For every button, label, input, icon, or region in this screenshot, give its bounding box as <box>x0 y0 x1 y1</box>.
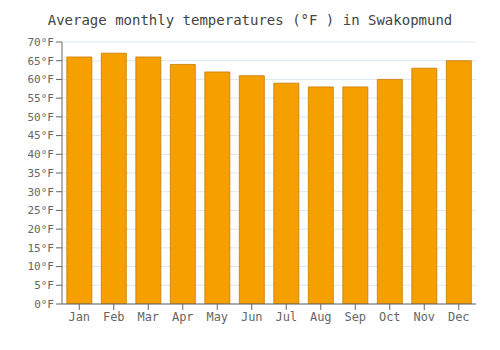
svg-text:Nov: Nov <box>413 310 435 324</box>
svg-text:25°F: 25°F <box>28 204 55 217</box>
svg-text:45°F: 45°F <box>28 129 55 142</box>
svg-text:Sep: Sep <box>344 310 366 324</box>
svg-text:Dec: Dec <box>448 310 470 324</box>
svg-text:35°F: 35°F <box>28 167 55 180</box>
svg-text:30°F: 30°F <box>28 186 55 199</box>
svg-text:20°F: 20°F <box>28 223 55 236</box>
svg-text:Mar: Mar <box>137 310 159 324</box>
svg-text:Aug: Aug <box>310 310 332 324</box>
svg-text:Jul: Jul <box>275 310 297 324</box>
svg-text:Oct: Oct <box>379 310 401 324</box>
svg-text:60°F: 60°F <box>28 73 55 86</box>
svg-text:50°F: 50°F <box>28 111 55 124</box>
svg-text:15°F: 15°F <box>28 242 55 255</box>
svg-text:Feb: Feb <box>103 310 125 324</box>
svg-text:Jan: Jan <box>68 310 90 324</box>
svg-text:40°F: 40°F <box>28 148 55 161</box>
svg-text:Jun: Jun <box>241 310 263 324</box>
svg-text:Apr: Apr <box>172 310 194 324</box>
svg-text:5°F: 5°F <box>34 279 54 292</box>
svg-text:65°F: 65°F <box>28 55 55 68</box>
svg-text:May: May <box>206 310 228 324</box>
svg-text:70°F: 70°F <box>28 36 55 49</box>
svg-text:0°F: 0°F <box>34 298 54 311</box>
svg-text:55°F: 55°F <box>28 92 55 105</box>
svg-text:10°F: 10°F <box>28 260 55 273</box>
html-text:Average monthly temperatures (: Average monthly temperatures (°F ) in Sw… <box>47 12 453 28</box>
